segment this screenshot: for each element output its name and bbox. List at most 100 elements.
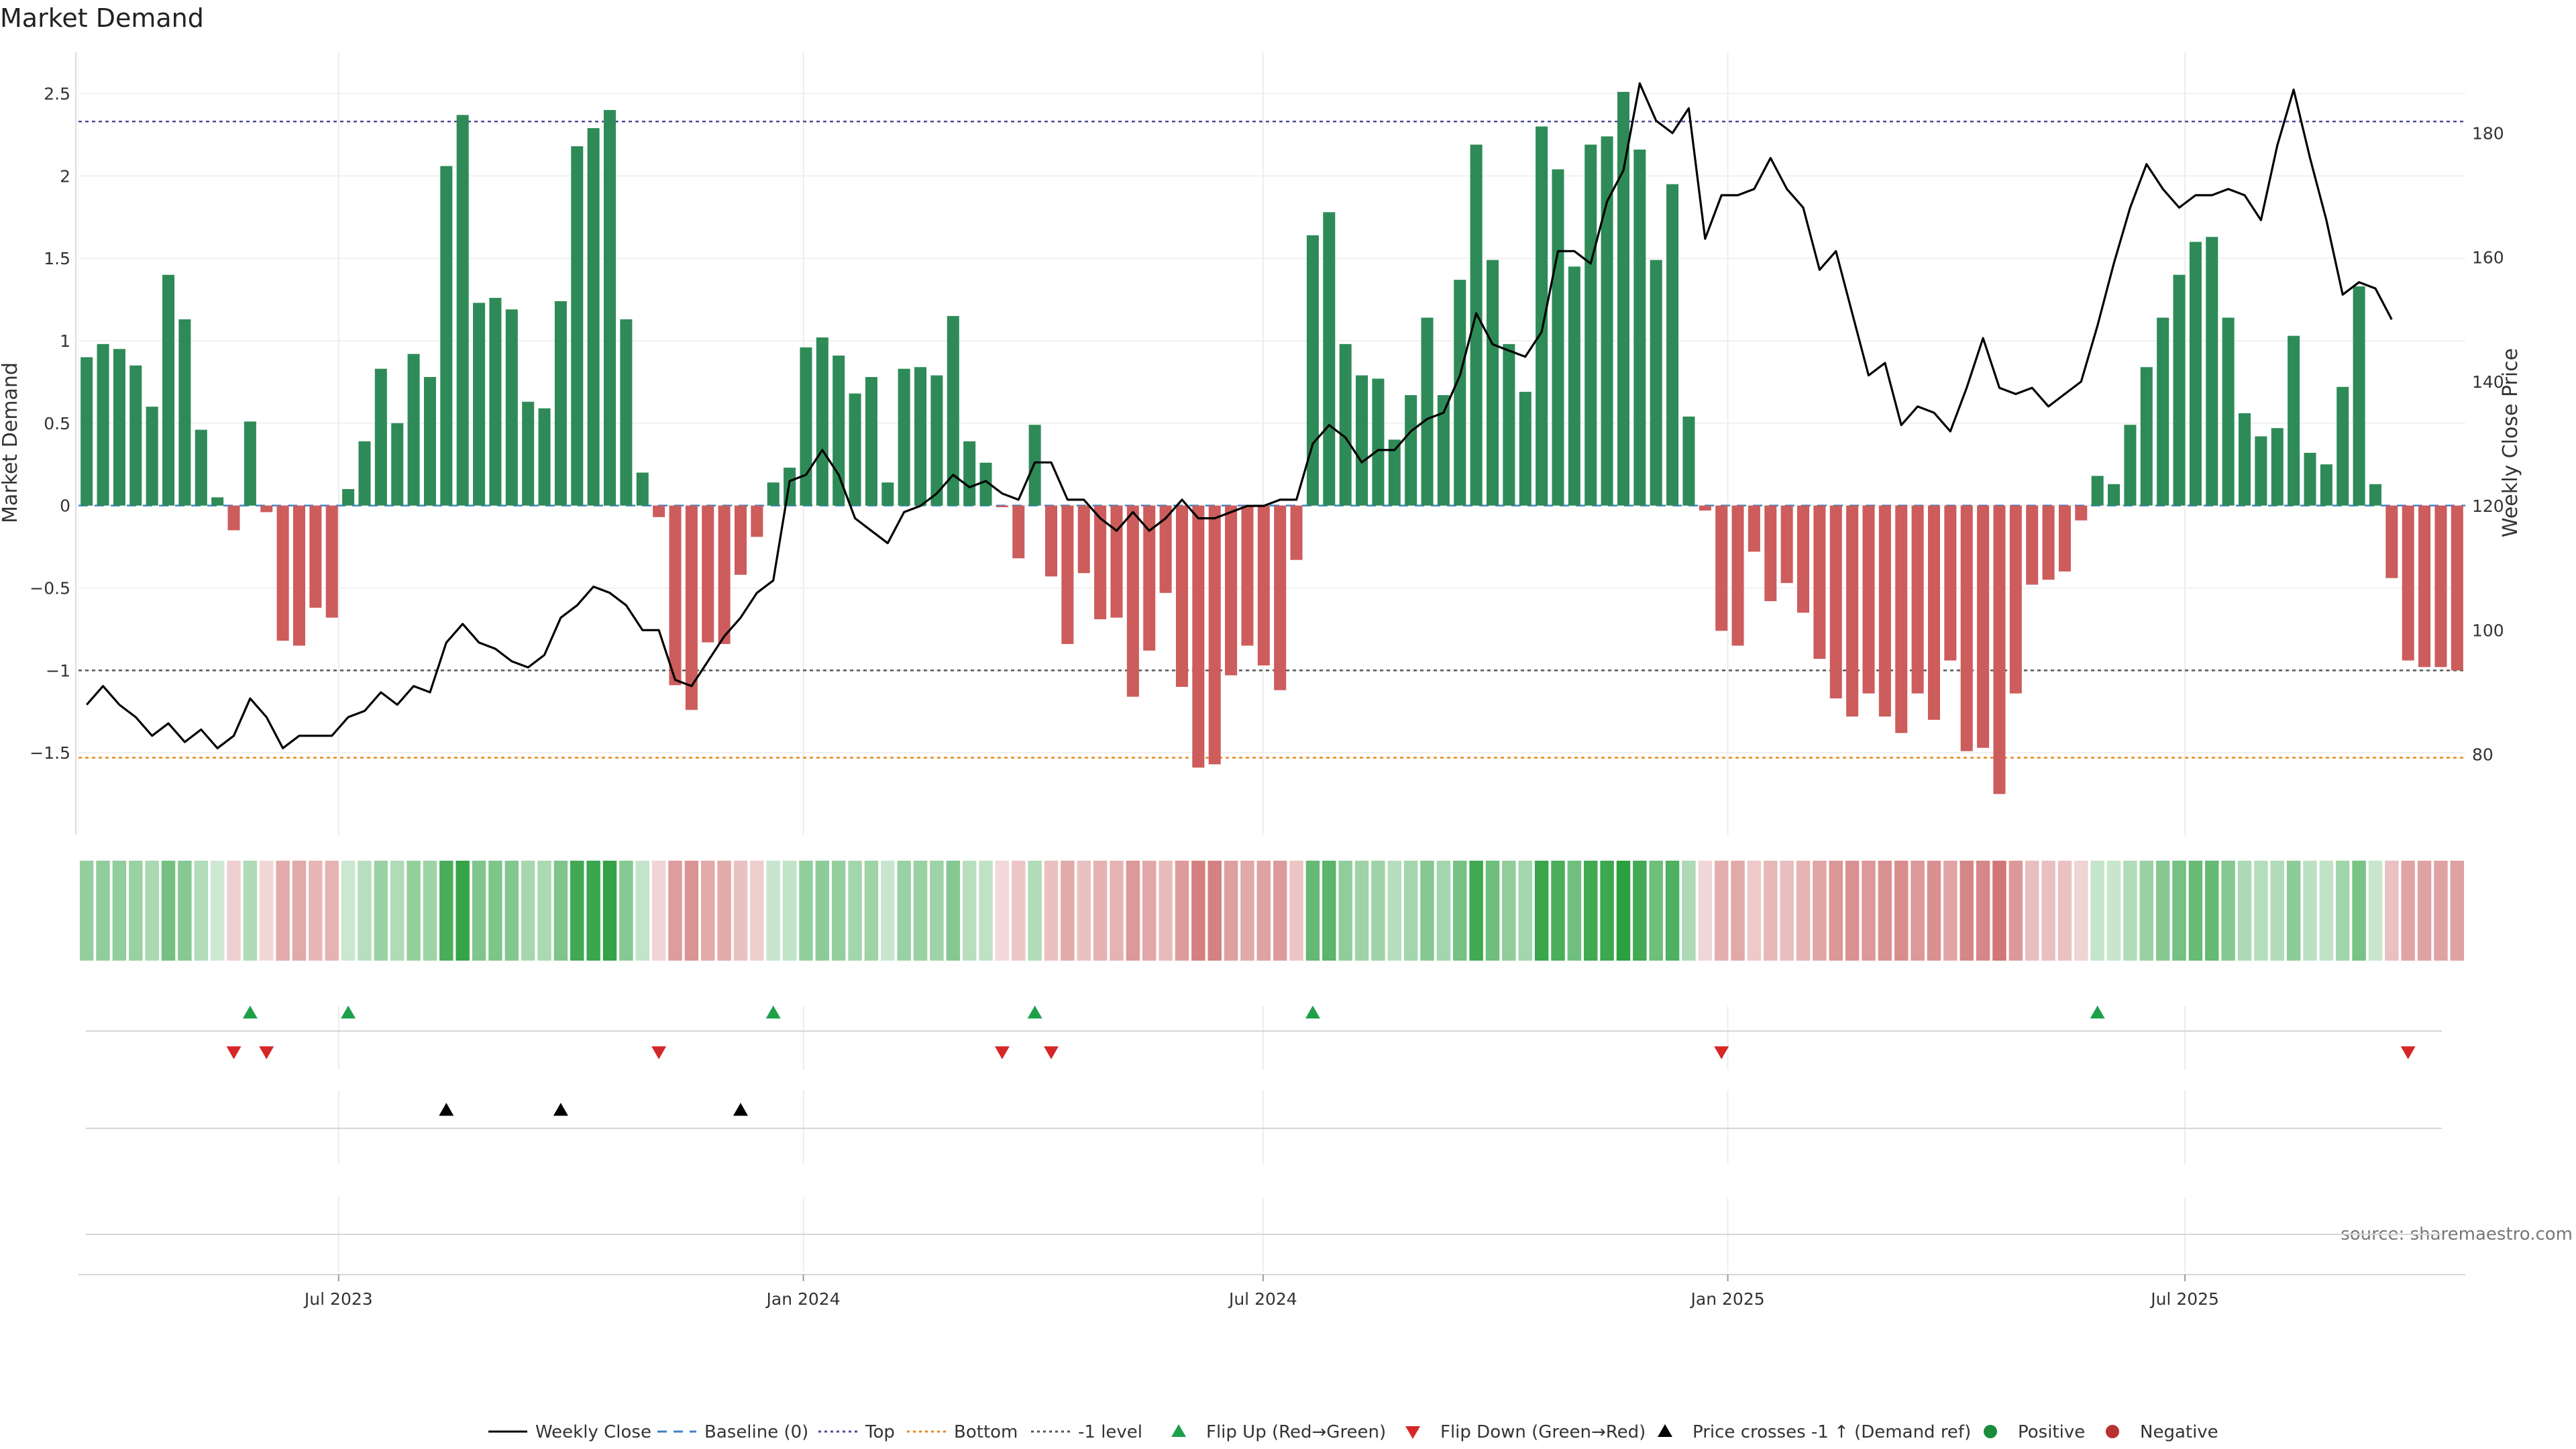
heat-cell xyxy=(178,861,192,961)
y-tick-label-left: 1 xyxy=(60,331,70,351)
heat-cell xyxy=(260,861,274,961)
demand-bar xyxy=(1077,505,1090,574)
demand-bar xyxy=(1633,149,1646,506)
heat-cell xyxy=(750,861,764,961)
demand-bar xyxy=(653,505,665,517)
heat-cell xyxy=(979,861,993,961)
demand-bar xyxy=(2091,476,2104,506)
demand-bar xyxy=(1094,505,1107,620)
heat-cell xyxy=(472,861,486,961)
y-tick-label-left: 2.5 xyxy=(44,84,70,103)
demand-bar xyxy=(1601,136,1613,506)
heat-cell xyxy=(1436,861,1451,961)
heat-cell xyxy=(1796,861,1811,961)
heat-cell xyxy=(619,861,633,961)
demand-bar xyxy=(1241,505,1254,646)
demand-bar xyxy=(1290,505,1303,560)
demand-bar xyxy=(620,319,633,506)
demand-bar xyxy=(97,343,109,506)
legend-label: Negative xyxy=(2140,1422,2218,1442)
demand-bar xyxy=(1470,144,1483,506)
flip-down-marker xyxy=(994,1046,1010,1059)
demand-bar xyxy=(2337,386,2349,506)
demand-bar xyxy=(325,505,338,618)
legend-label: Bottom xyxy=(954,1422,1018,1442)
legend-label: Top xyxy=(865,1422,895,1442)
heat-cell xyxy=(930,861,944,961)
demand-bar xyxy=(849,393,861,506)
flip-down-marker xyxy=(1044,1046,1059,1059)
demand-bar xyxy=(2058,505,2071,572)
heat-cell xyxy=(2286,861,2301,961)
demand-bar xyxy=(2369,484,2381,506)
heat-cell xyxy=(1813,861,1827,961)
demand-bar xyxy=(571,146,584,506)
heat-cell xyxy=(2385,861,2399,961)
demand-bar xyxy=(1012,505,1025,559)
demand-bar xyxy=(2320,464,2332,506)
heat-cell xyxy=(1943,861,1957,961)
heat-cell xyxy=(79,861,94,961)
heat-cell xyxy=(2188,861,2203,961)
demand-bar xyxy=(2402,505,2414,661)
demand-bar xyxy=(113,349,125,506)
demand-bar xyxy=(1257,505,1270,665)
heat-cell xyxy=(1240,861,1254,961)
demand-bar xyxy=(2173,274,2186,506)
demand-bar xyxy=(718,505,731,645)
heat-cell xyxy=(831,861,846,961)
heat-cell xyxy=(2319,861,2334,961)
heat-cell xyxy=(701,861,715,961)
demand-bar xyxy=(947,316,959,506)
signal-panels xyxy=(78,1006,2465,1275)
heat-cell xyxy=(1633,861,1647,961)
heat-cell xyxy=(1567,861,1582,961)
heat-cell xyxy=(390,861,405,961)
demand-bar xyxy=(1306,235,1319,506)
demand-bar xyxy=(669,505,682,686)
legend-label: -1 level xyxy=(1078,1422,1142,1442)
legend: Weekly Close Baseline (0) Top Bottom -1 leve… xyxy=(488,1422,2218,1442)
heat-cell xyxy=(521,861,535,961)
demand-bar xyxy=(865,376,877,506)
heat-cell xyxy=(1649,861,1663,961)
flip-up-marker xyxy=(765,1006,781,1019)
heat-cell xyxy=(1305,861,1320,961)
demand-bar xyxy=(489,298,502,506)
heat-cell xyxy=(553,861,568,961)
heat-cell xyxy=(1665,861,1680,961)
legend-label: Weekly Close xyxy=(535,1422,651,1442)
flip-up-marker xyxy=(2090,1006,2105,1019)
demand-bar xyxy=(930,375,943,506)
heat-cell xyxy=(1502,861,1516,961)
demand-bar xyxy=(473,303,486,506)
demand-bar xyxy=(146,407,158,506)
demand-bar xyxy=(1650,260,1662,506)
heat-cell xyxy=(488,861,502,961)
heat-cell xyxy=(1551,861,1565,961)
heat-cell xyxy=(2123,861,2137,961)
demand-bar xyxy=(2353,286,2365,506)
heat-cell xyxy=(194,861,209,961)
demand-bar xyxy=(276,505,289,641)
demand-bar xyxy=(1356,375,1368,506)
heat-cell xyxy=(2434,861,2448,961)
demand-bar xyxy=(178,319,191,506)
heat-cell xyxy=(161,861,176,961)
y-tick-label-right: 140 xyxy=(2472,372,2504,392)
heat-cell xyxy=(1208,861,1222,961)
demand-bar xyxy=(1143,505,1156,651)
heat-cell xyxy=(358,861,372,961)
legend-swatch xyxy=(1984,1425,1997,1438)
demand-bar xyxy=(260,505,273,513)
heat-cell xyxy=(1191,861,1205,961)
price-cross-marker xyxy=(553,1103,568,1116)
demand-bar xyxy=(505,309,518,506)
demand-bar xyxy=(2451,505,2463,671)
heat-cell xyxy=(2254,861,2268,961)
demand-bar xyxy=(963,441,976,506)
heat-cell xyxy=(1224,861,1238,961)
flip-up-marker xyxy=(1027,1006,1042,1019)
heat-cell xyxy=(1714,861,1729,961)
heat-cell xyxy=(1044,861,1059,961)
